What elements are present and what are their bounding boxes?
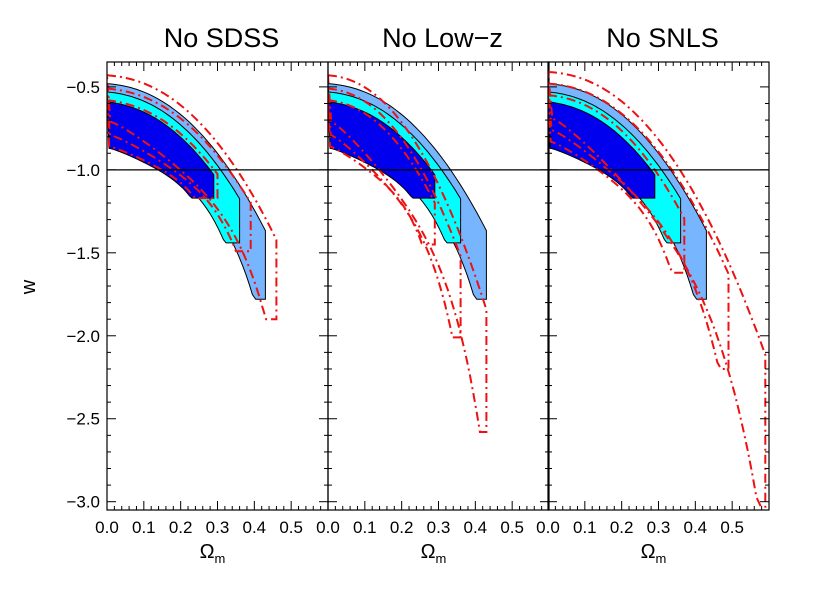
x-tick-label: 0.2 [610,518,634,537]
panel-title: No Low−z [382,23,503,53]
x-axis-label: Ωm [421,541,447,566]
panel-title: No SDSS [164,23,280,53]
x-tick-label: 0.2 [169,518,193,537]
x-tick-label: 0.1 [132,518,156,537]
x-tick-label: 0.1 [573,518,597,537]
dashed-contour-2 [107,87,252,253]
x-tick-label: 0.4 [684,518,708,537]
y-tick-label: −1.5 [66,244,100,263]
y-tick-label: −1.0 [66,161,100,180]
dashed-contour-3 [328,99,436,246]
y-tick-label: −2.5 [66,410,100,429]
x-tick-label: 0.2 [390,518,414,537]
y-axis-label: w [18,279,40,295]
y-tick-label: −0.5 [66,78,100,97]
dashed-contour-1 [107,74,278,321]
dashed-contour-1 [548,70,767,508]
panel-plot-area [328,74,549,433]
x-tick-label: 0.0 [316,518,340,537]
filled-contour-1sigma [548,101,656,199]
x-tick-label: 0.4 [464,518,488,537]
panel-plot-area [107,74,328,321]
y-tick-label: −2.0 [66,327,100,346]
x-axis-label: Ωm [200,541,226,566]
panel-1: No SDSS 0.0 0.1 0.2 0.3 0.4 0.5 Ωm [95,23,329,566]
x-tick-label: 0.5 [720,518,744,537]
x-tick-label: 0.5 [500,518,524,537]
x-axis-label: Ωm [641,541,667,566]
panel-3: No SNLS 0.0 0.1 0.2 0.3 0.4 0.5 Ωm [536,23,770,566]
panel-2: No Low−z 0.0 0.1 0.2 0.3 0.4 0.5 Ωm [316,23,550,566]
dashed-contour-3 [107,99,219,200]
x-tick-label: 0.1 [353,518,377,537]
x-tick-label: 0.3 [206,518,230,537]
x-tick-label: 0.4 [243,518,267,537]
x-tick-label: 0.0 [95,518,119,537]
panel-title: No SNLS [606,23,719,53]
panels-layer: No SDSS 0.0 0.1 0.2 0.3 0.4 0.5 Ωm No Low−z 0.0 0.… [95,23,770,566]
x-tick-label: 0.0 [536,518,560,537]
x-tick-label: 0.5 [279,518,303,537]
panel-plot-area [548,70,769,508]
filled-contour-1sigma [107,101,215,199]
x-tick-label: 0.3 [647,518,671,537]
dashed-contour-1 [328,74,488,433]
y-axis: w −0.5 −1.0 −1.5 −2.0 −2.5 −3.0 [18,78,100,512]
x-tick-label: 0.3 [427,518,451,537]
y-tick-label: −3.0 [66,493,100,512]
